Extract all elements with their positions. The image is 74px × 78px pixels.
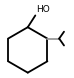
Text: HO: HO xyxy=(36,5,50,14)
